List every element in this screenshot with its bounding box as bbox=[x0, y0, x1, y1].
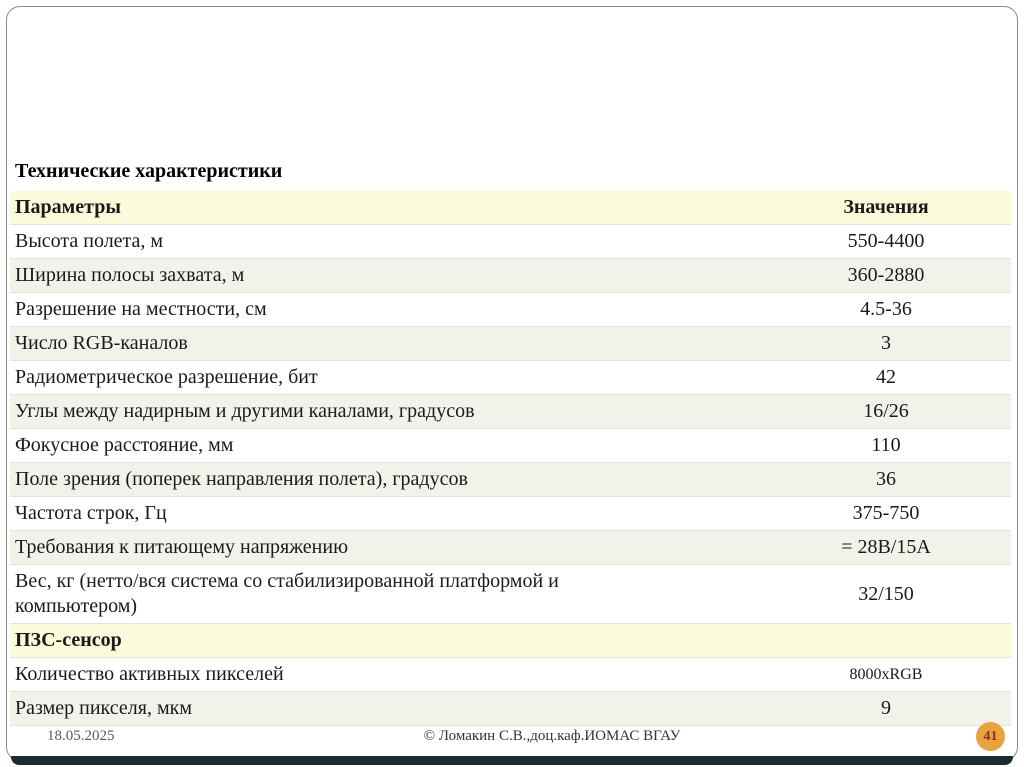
value-cell: 42 bbox=[876, 366, 896, 388]
value-cell: 375-750 bbox=[852, 502, 920, 524]
param-cell: Количество активных пикселей bbox=[15, 663, 284, 685]
value-cell: 3 bbox=[881, 332, 891, 354]
table-row: Углы между надирным и другими каналами, … bbox=[10, 395, 1011, 429]
param-cell: Фокусное расстояние, мм bbox=[15, 434, 234, 456]
value-cell: 9 bbox=[881, 697, 891, 719]
table-row: Требования к питающему напряжению = 28В/1… bbox=[10, 531, 1011, 565]
slide-title: Технические характеристики bbox=[15, 160, 283, 182]
spec-table: Параметры Значения Высота полета, м 550-4… bbox=[10, 191, 1011, 726]
table-row: Ширина полосы захвата, м 360-2880 bbox=[10, 259, 1011, 293]
table-row: Частота строк, Гц 375-750 bbox=[10, 497, 1011, 531]
param-cell: ПЗС-сенсор bbox=[15, 629, 122, 651]
param-cell: Вес, кг (нетто/вся система со стабилизир… bbox=[15, 570, 559, 617]
param-cell: Ширина полосы захвата, м bbox=[15, 264, 245, 286]
param-cell: Разрешение на местности, см bbox=[15, 298, 267, 320]
value-cell: 550-4400 bbox=[847, 230, 925, 252]
value-cell: 32/150 bbox=[858, 582, 914, 605]
table-row: Число RGB-каналов 3 bbox=[10, 327, 1011, 361]
param-cell: Высота полета, м bbox=[15, 230, 164, 252]
spec-table-body: Высота полета, м 550-4400 Ширина полосы за… bbox=[10, 225, 1011, 726]
footer-copyright: © Ломакин С.В.,доц.каф.ИОМАС ВГАУ bbox=[423, 728, 681, 744]
param-cell: Поле зрения (поперек направления полета)… bbox=[15, 468, 468, 490]
value-cell: 16/26 bbox=[863, 400, 909, 422]
table-row: Размер пикселя, мкм 9 bbox=[10, 692, 1011, 726]
bottom-bar bbox=[11, 756, 1013, 765]
footer-date: 18.05.2025 bbox=[47, 728, 115, 744]
header-param-label: Параметры bbox=[15, 196, 121, 218]
param-cell: Углы между надирным и другими каналами, … bbox=[15, 400, 475, 422]
param-cell: Требования к питающему напряжению bbox=[15, 536, 349, 558]
value-cell: 360-2880 bbox=[847, 264, 925, 286]
page-number-badge: 41 bbox=[976, 722, 1005, 751]
table-row: Поле зрения (поперек направления полета)… bbox=[10, 463, 1011, 497]
header-value-label: Значения bbox=[843, 196, 929, 218]
param-cell: Частота строк, Гц bbox=[15, 502, 167, 524]
table-row: Высота полета, м 550-4400 bbox=[10, 225, 1011, 259]
value-cell: 4.5-36 bbox=[860, 298, 912, 320]
value-cell: 8000xRGB bbox=[849, 665, 923, 683]
table-row: Вес, кг (нетто/вся система со стабилизир… bbox=[10, 565, 1011, 624]
param-cell: Число RGB-каналов bbox=[15, 332, 188, 354]
table-header-row: Параметры Значения bbox=[10, 191, 1011, 225]
value-cell: 110 bbox=[871, 434, 901, 456]
table-row: Разрешение на местности, см 4.5-36 bbox=[10, 293, 1011, 327]
param-cell: Радиометрическое разрешение, бит bbox=[15, 366, 318, 388]
table-row: Фокусное расстояние, мм 110 bbox=[10, 429, 1011, 463]
section-row: ПЗС-сенсор bbox=[10, 624, 1011, 658]
table-row: Радиометрическое разрешение, бит 42 bbox=[10, 361, 1011, 395]
value-cell: 36 bbox=[876, 468, 896, 490]
table-row: Количество активных пикселей 8000xRGB bbox=[10, 658, 1011, 692]
param-cell: Размер пикселя, мкм bbox=[15, 697, 192, 719]
value-cell: = 28В/15А bbox=[841, 536, 931, 558]
value-cell bbox=[761, 637, 1011, 645]
